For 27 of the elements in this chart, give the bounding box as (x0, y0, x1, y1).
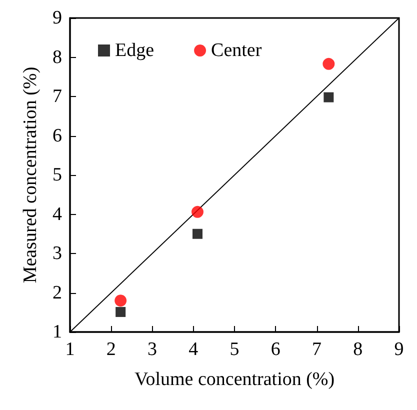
point (322, 58, 335, 70)
point (324, 92, 334, 102)
point (116, 306, 126, 317)
point (114, 294, 127, 307)
x-axis-title: Volume concentration (%) (134, 369, 335, 390)
x-tick-label: 7 (312, 339, 322, 360)
x-tick-label: 2 (106, 339, 116, 360)
x-tick-label: 6 (270, 339, 280, 360)
y-tick-label: 6 (52, 125, 62, 146)
x-tick-label: 4 (188, 339, 199, 360)
x-tick-label: 5 (230, 339, 240, 360)
y-tick-label: 8 (52, 46, 62, 68)
y-tick-label: 3 (52, 243, 62, 264)
y-tick-label: 2 (52, 282, 62, 304)
y-axis-title: Measured concentration (%) (20, 66, 41, 284)
legend-label: Edge (115, 40, 154, 61)
x-tick-label: 8 (353, 339, 363, 360)
y-tick-label: 9 (52, 8, 62, 28)
y-tick-label: 7 (52, 86, 62, 107)
point (192, 206, 204, 218)
legend-label: Center (211, 40, 262, 61)
point (192, 228, 202, 239)
x-tick-label: 9 (394, 339, 404, 360)
y-tick-label: 1 (52, 322, 62, 342)
x-tick-label: 3 (148, 339, 157, 360)
y-tick-label: 4 (52, 204, 62, 225)
y-tick-label: 5 (52, 164, 62, 186)
